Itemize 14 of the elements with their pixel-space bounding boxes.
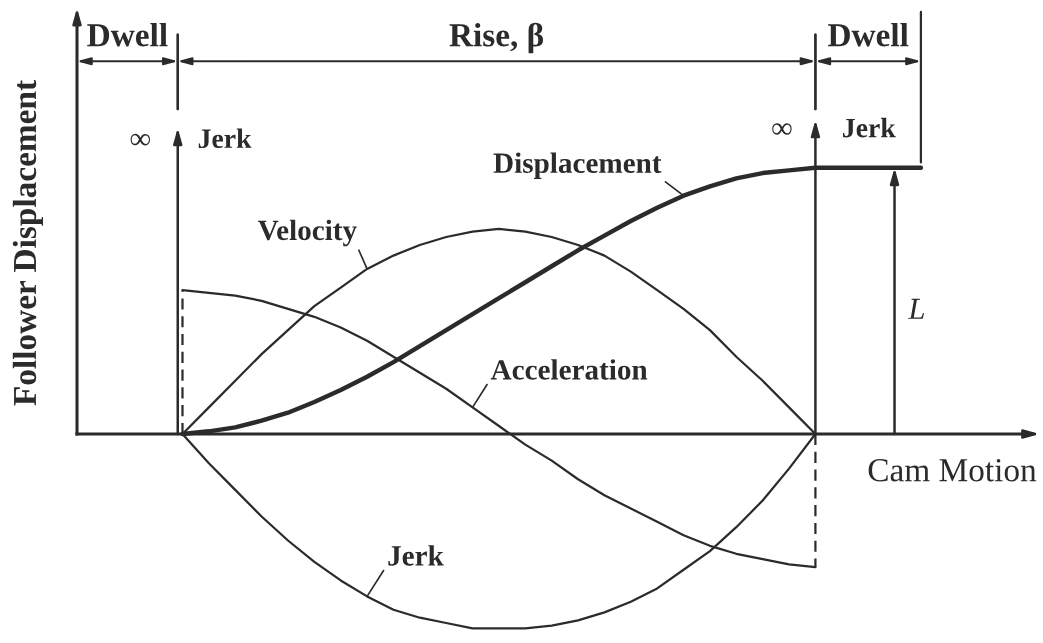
x-axis-title: Cam Motion (868, 459, 1037, 482)
text: Jerk (843, 117, 896, 138)
series-label: Jerk (388, 545, 444, 566)
text: ∞ (772, 123, 792, 135)
text: Dwell (828, 23, 909, 47)
y-axis-title: Follower Displacement (12, 80, 43, 406)
series-label: Velocity (258, 219, 357, 247)
text: ∞ (130, 133, 151, 146)
annotation: L (908, 298, 924, 319)
text: Jerk (198, 128, 252, 149)
text: Rise, β (449, 22, 544, 54)
text: Dwell (87, 23, 168, 47)
series-label: Displacement (493, 152, 662, 179)
series-label: Acceleration (490, 359, 648, 380)
